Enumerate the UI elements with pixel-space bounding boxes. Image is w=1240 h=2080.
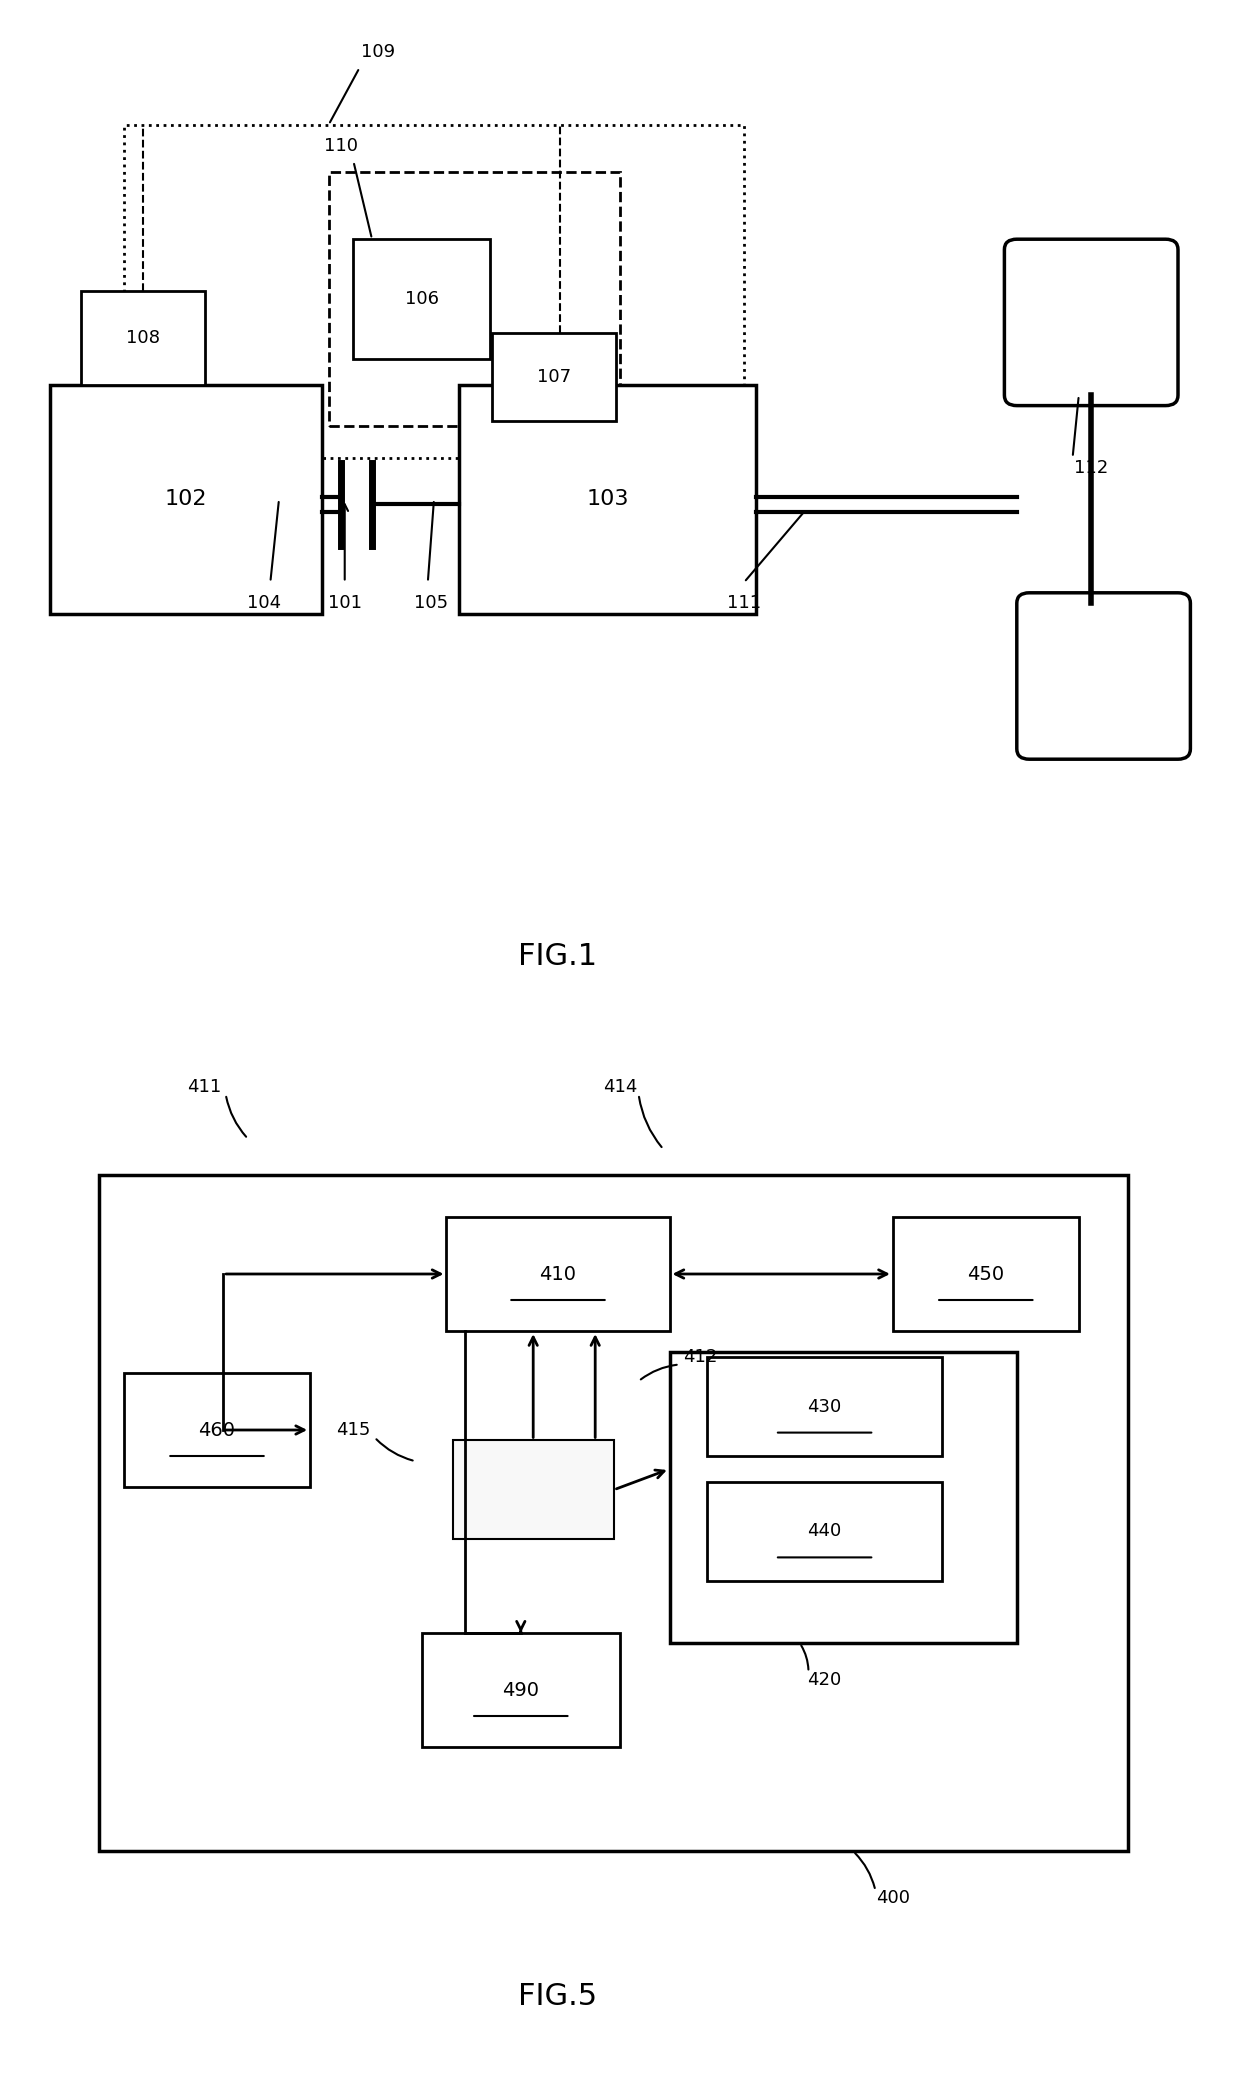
- Text: 460: 460: [198, 1421, 236, 1439]
- Text: 105: 105: [414, 595, 449, 612]
- Text: 112: 112: [1074, 460, 1109, 476]
- Text: FIG.5: FIG.5: [518, 1982, 598, 2011]
- Bar: [492, 333, 616, 420]
- Bar: [707, 1358, 942, 1456]
- Text: 108: 108: [125, 329, 160, 347]
- Text: 440: 440: [807, 1523, 842, 1541]
- Text: 450: 450: [967, 1265, 1004, 1283]
- FancyBboxPatch shape: [1017, 593, 1190, 759]
- Text: 107: 107: [537, 368, 572, 387]
- Bar: [124, 1373, 310, 1487]
- Text: FIG.1: FIG.1: [518, 942, 598, 971]
- Text: 110: 110: [324, 137, 358, 154]
- Text: 420: 420: [807, 1670, 842, 1689]
- Text: 410: 410: [539, 1265, 577, 1283]
- Text: 400: 400: [875, 1889, 910, 1907]
- Bar: [893, 1217, 1079, 1331]
- Text: 102: 102: [165, 489, 207, 510]
- Text: 106: 106: [404, 289, 439, 308]
- Bar: [707, 1481, 942, 1581]
- Bar: [50, 385, 322, 614]
- Text: 412: 412: [683, 1348, 718, 1367]
- Text: 430: 430: [807, 1398, 842, 1416]
- Text: 111: 111: [727, 595, 761, 612]
- Bar: [670, 1352, 1017, 1643]
- Bar: [81, 291, 205, 385]
- Bar: [353, 239, 490, 358]
- Text: 101: 101: [327, 595, 362, 612]
- FancyBboxPatch shape: [1004, 239, 1178, 406]
- Text: 490: 490: [502, 1681, 539, 1699]
- Text: 109: 109: [361, 44, 396, 60]
- Bar: [453, 1439, 614, 1539]
- Text: 415: 415: [336, 1421, 371, 1439]
- Text: 414: 414: [603, 1077, 637, 1096]
- Bar: [329, 173, 620, 426]
- Text: 104: 104: [247, 595, 281, 612]
- Bar: [459, 385, 756, 614]
- Bar: [124, 125, 744, 458]
- Bar: [422, 1633, 620, 1747]
- Bar: [99, 1175, 1128, 1851]
- Text: 411: 411: [187, 1077, 222, 1096]
- Text: 103: 103: [587, 489, 629, 510]
- Bar: [446, 1217, 670, 1331]
